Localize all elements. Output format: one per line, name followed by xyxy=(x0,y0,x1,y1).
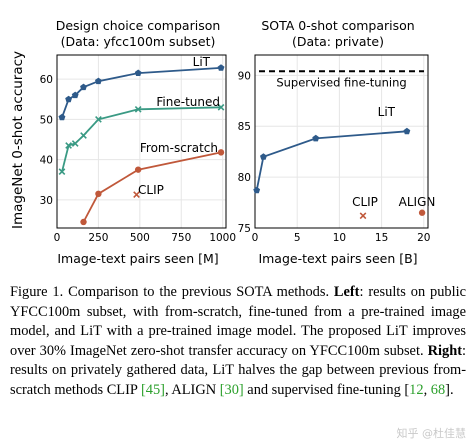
caption-summary: Comparison to the previous SOTA methods. xyxy=(63,284,334,300)
point-lit xyxy=(71,91,79,99)
point-lit xyxy=(253,186,261,194)
citation-finetune-1[interactable]: 12 xyxy=(409,381,424,398)
plot-frame xyxy=(254,54,429,229)
left-subtitle: (Data: yfcc100m subset) xyxy=(61,34,216,49)
point-from-scratch xyxy=(95,190,102,198)
label-lit: LiT xyxy=(193,55,211,69)
caption-tail: and supervised fine-tuning xyxy=(243,381,405,398)
point-align xyxy=(418,209,426,216)
x-tick-label: 0 xyxy=(54,232,61,244)
point-from-scratch xyxy=(80,218,87,226)
x-tick-label: 500 xyxy=(130,232,150,244)
point-from-scratch xyxy=(217,149,225,156)
left-label: Left xyxy=(333,284,360,300)
x-tick-label: 10 xyxy=(333,232,346,244)
figure-caption: Figure 1. Comparison to the previous SOT… xyxy=(10,283,466,401)
cite-bracket-close: ]. xyxy=(445,381,454,398)
figure-label: Figure 1. xyxy=(10,284,64,300)
y-tick-label: 90 xyxy=(238,70,251,82)
left-description: : results on public YFCC100m subset, wit… xyxy=(10,284,466,359)
caption-mid: , ALIGN xyxy=(164,381,220,398)
y-tick-label: 50 xyxy=(40,114,53,126)
watermark: 知乎 @杜佳慧 xyxy=(396,427,467,440)
x-tick-label: 5 xyxy=(294,232,301,244)
series-line-fine-tuned xyxy=(61,106,222,172)
series-line-lit xyxy=(255,130,407,191)
cite-bracket-open: [ xyxy=(404,381,410,398)
left-chart: 0 250 500 750 1000 30 40 50 60 LiT Fine-tuned From-… xyxy=(40,54,236,244)
point-fine-tuned xyxy=(217,103,225,111)
cite-separator: , xyxy=(423,381,431,398)
x-tick-label: 15 xyxy=(375,232,388,244)
left-xlabel: Image-text pairs seen [M] xyxy=(57,251,218,266)
right-title: SOTA 0-shot comparison xyxy=(261,18,414,33)
point-fine-tuned xyxy=(58,168,66,176)
label-fine-tuned: Fine-tuned xyxy=(156,95,220,109)
left-title: Design choice comparison xyxy=(56,18,221,33)
point-lit xyxy=(217,64,225,71)
right-subtitle: (Data: private) xyxy=(292,34,384,49)
point-clip xyxy=(133,191,140,198)
x-tick-label: 1000 xyxy=(209,232,236,244)
label-clip: CLIP xyxy=(352,195,378,209)
y-tick-label: 60 xyxy=(40,74,53,86)
x-tick-label: 0 xyxy=(252,232,259,244)
right-chart: 0 5 10 15 20 75 80 85 90 Supervised fine-tuning Li… xyxy=(238,54,436,244)
point-fine-tuned xyxy=(65,142,72,149)
point-lit xyxy=(95,77,102,85)
right-label: Right xyxy=(427,342,462,359)
plot-frame xyxy=(56,54,227,229)
label-align: ALIGN xyxy=(399,195,436,209)
right-xlabel: Image-text pairs seen [B] xyxy=(258,251,417,266)
y-tick-label: 80 xyxy=(238,172,251,184)
citation-finetune-2[interactable]: 68 xyxy=(430,381,446,398)
y-tick-label: 30 xyxy=(40,195,53,207)
x-tick-label: 20 xyxy=(417,232,430,244)
point-lit xyxy=(403,127,411,135)
citation-clip[interactable]: [45] xyxy=(140,381,165,398)
y-tick-label: 75 xyxy=(238,223,251,235)
x-tick-label: 750 xyxy=(171,232,191,244)
x-tick-label: 250 xyxy=(88,232,108,244)
right-description: : results on privately gathered data, Li… xyxy=(10,342,466,398)
point-lit xyxy=(58,113,66,121)
figure: ImageNet 0-shot accuracy Design choice c… xyxy=(10,18,436,266)
point-lit xyxy=(80,83,87,91)
supervised-finetuning-label: Supervised fine-tuning xyxy=(276,75,406,89)
point-fine-tuned xyxy=(134,105,142,113)
point-fine-tuned xyxy=(71,140,79,147)
shared-ylabel: ImageNet 0-shot accuracy xyxy=(10,51,26,229)
series-line-from-scratch xyxy=(82,151,222,223)
label-lit: LiT xyxy=(378,105,396,119)
point-lit xyxy=(312,134,320,142)
label-from-scratch: From-scratch xyxy=(140,141,218,155)
citation-align[interactable]: [30] xyxy=(219,381,244,398)
point-lit xyxy=(65,95,72,103)
y-tick-label: 40 xyxy=(40,155,53,167)
y-tick-label: 85 xyxy=(238,121,251,133)
label-clip: CLIP xyxy=(138,183,164,197)
point-from-scratch xyxy=(134,166,142,173)
point-fine-tuned xyxy=(95,116,102,123)
point-clip xyxy=(359,212,367,220)
point-lit xyxy=(260,153,267,160)
point-lit xyxy=(134,69,142,76)
point-fine-tuned xyxy=(80,132,87,139)
